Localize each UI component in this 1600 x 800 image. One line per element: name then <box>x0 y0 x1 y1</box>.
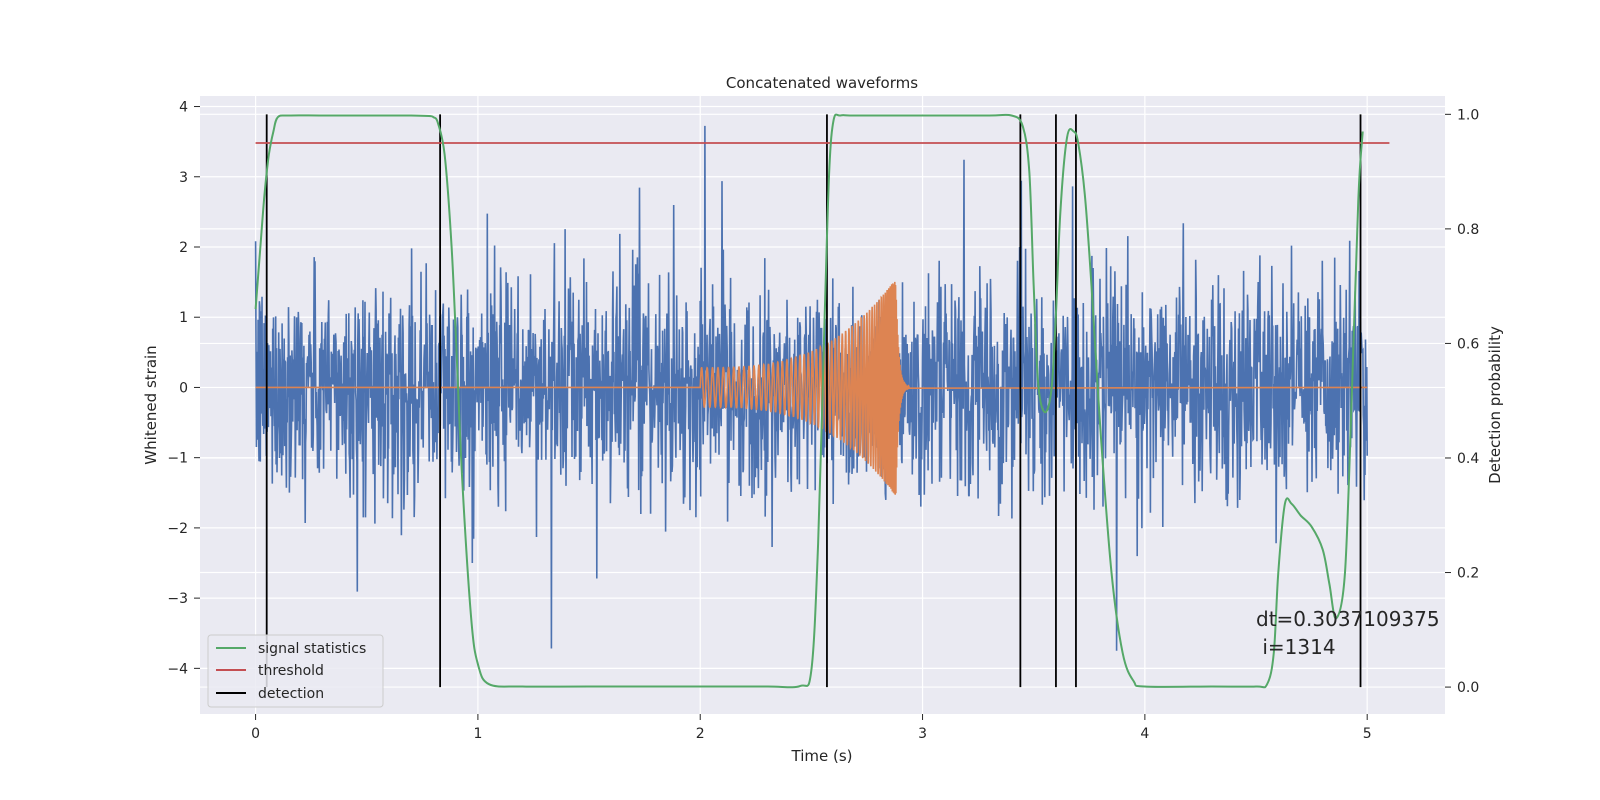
chirp-line <box>255 281 1368 495</box>
y-tick-label-right: 1.0 <box>1457 107 1479 123</box>
plot-area <box>254 113 1390 689</box>
y-tick-label-left: 3 <box>179 170 188 186</box>
annotation-dt: dt=0.3037109375 <box>1256 607 1440 631</box>
legend-box <box>207 634 384 708</box>
x-tick-label: 5 <box>1363 726 1372 742</box>
x-tick-label: 2 <box>696 726 705 742</box>
x-tick-label: 3 <box>918 726 927 742</box>
signal-statistics-series <box>254 113 1364 689</box>
y-tick-label-right: 0.0 <box>1457 680 1479 696</box>
x-axis-label: Time (s) <box>791 747 853 765</box>
x-tick-label: 1 <box>473 726 482 742</box>
y-tick-label-left: −1 <box>167 451 188 467</box>
legend-label-signal-statistics: signal statistics <box>258 641 366 657</box>
y-axis-right-label: Detection probability <box>1486 326 1504 484</box>
axis-ticks: 0 1 2 3 4 5 −4 −3 −2 −1 0 1 2 3 4 0.0 0.2 0.4 0.6 0.8 1.0 <box>167 100 1479 742</box>
annotation-i: i=1314 <box>1256 635 1336 659</box>
y-tick-label-left: 0 <box>179 380 188 396</box>
legend-label-detection: detection <box>258 686 324 702</box>
y-axis-label: Whitened strain <box>142 345 160 464</box>
x-tick-label: 4 <box>1140 726 1149 742</box>
y-tick-label-right: 0.6 <box>1457 336 1479 352</box>
chart-title: Concatenated waveforms <box>726 74 918 92</box>
legend-label-threshold: threshold <box>258 663 324 679</box>
y-tick-label-left: 1 <box>179 310 188 326</box>
x-tick-label: 0 <box>251 726 260 742</box>
y-tick-label-left: 4 <box>179 100 188 116</box>
y-tick-label-right: 0.2 <box>1457 566 1479 582</box>
detection-lines <box>265 114 1362 688</box>
legend: signal statistics threshold detection <box>207 634 384 708</box>
y-tick-label-left: 2 <box>179 240 188 256</box>
y-tick-label-left: −4 <box>167 661 188 677</box>
chirp-series <box>255 281 1368 495</box>
signal-statistics-line <box>254 113 1364 689</box>
y-tick-label-right: 0.8 <box>1457 222 1479 238</box>
y-tick-label-left: −2 <box>167 521 188 537</box>
y-tick-label-right: 0.4 <box>1457 451 1479 467</box>
y-tick-label-left: −3 <box>167 591 188 607</box>
